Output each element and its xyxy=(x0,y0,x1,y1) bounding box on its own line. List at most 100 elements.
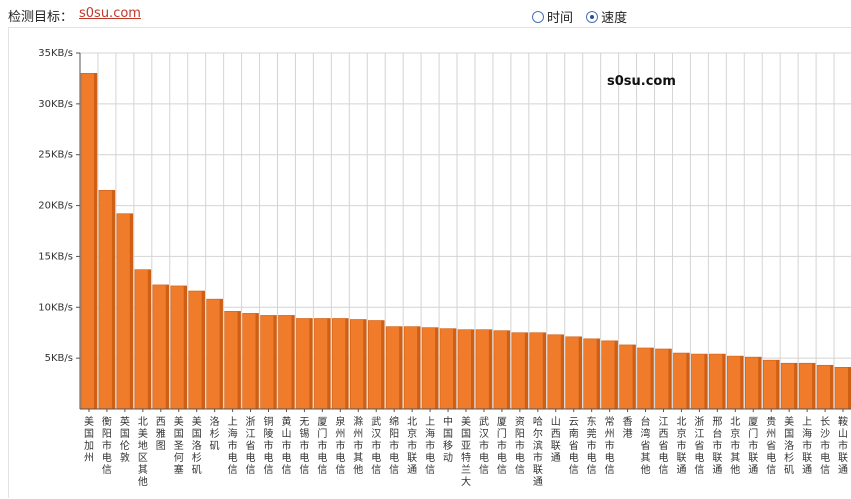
bar-shade xyxy=(327,318,331,409)
bar-shade xyxy=(524,332,528,409)
radio-speed-checked-icon[interactable] xyxy=(586,10,599,23)
x-tick-label: 无锡市电信 xyxy=(299,417,309,476)
bar-shade xyxy=(309,318,313,409)
x-tick-label: 山西联通 xyxy=(551,416,561,464)
radio-speed-label: 速度 xyxy=(601,11,628,26)
x-tick-label: 台湾省其他 xyxy=(641,415,651,476)
y-tick-label: 25KB/s xyxy=(38,150,73,161)
bar-shade xyxy=(542,332,546,409)
x-tick-label: 铜陵市电信 xyxy=(264,416,274,476)
x-tick-label: 香港 xyxy=(623,416,633,440)
bar-shade xyxy=(435,327,439,409)
bar-shade xyxy=(686,353,690,409)
radio-time[interactable]: 时间 xyxy=(532,7,573,26)
x-tick-label: 东莞市电信 xyxy=(587,415,597,476)
y-tick-label: 35KB/s xyxy=(38,48,73,59)
bar-shade xyxy=(345,318,349,409)
x-tick-label: 美国亚特兰大 xyxy=(461,415,471,488)
x-tick-label: 长沙市电信 xyxy=(820,416,830,476)
watermark-text: s0su.com xyxy=(607,74,676,89)
bar-shade xyxy=(183,285,187,409)
bar-shade xyxy=(704,354,708,409)
x-tick-label: 浙江省电信 xyxy=(246,416,256,476)
y-tick-label: 5KB/s xyxy=(45,353,73,364)
x-tick-label: 厦门市联通 xyxy=(748,416,758,476)
bar-shade xyxy=(201,291,205,409)
bar-shade xyxy=(273,315,277,409)
x-tick-label: 浙江省电信 xyxy=(694,416,704,476)
y-tick-label: 10KB/s xyxy=(38,302,73,313)
x-tick-label: 北京市联通 xyxy=(676,416,686,476)
bar-shade xyxy=(219,299,223,409)
x-tick-label: 贵州省电信 xyxy=(766,415,776,476)
bar-shade xyxy=(722,354,726,409)
bar-shade xyxy=(740,356,744,409)
x-tick-label: 北美地区其他 xyxy=(138,416,148,488)
x-tick-label: 黄山市电信 xyxy=(281,415,291,476)
x-tick-label: 上海市电信 xyxy=(228,416,238,476)
x-tick-label: 泉州市电信 xyxy=(335,415,345,476)
top-bar: 检测目标： s0su.com 时间 速度 xyxy=(0,0,851,28)
bar-shade xyxy=(255,313,259,409)
bar-shade xyxy=(470,329,474,409)
x-tick-label: 资阳市电信 xyxy=(515,416,525,476)
y-tick-label: 15KB/s xyxy=(38,251,73,262)
x-tick-label: 美国加州 xyxy=(84,415,94,464)
bar-shade xyxy=(129,213,133,409)
x-tick-label: 厦门市电信 xyxy=(317,416,327,476)
radio-speed[interactable]: 速度 xyxy=(586,7,627,26)
bar-shade xyxy=(650,347,654,409)
x-tick-label: 中国移动 xyxy=(443,415,453,464)
bar-shade xyxy=(794,363,798,409)
bar-shade xyxy=(291,315,295,409)
target-link[interactable]: s0su.com xyxy=(79,6,141,21)
target-label: 检测目标： xyxy=(8,10,74,25)
x-tick-label: 常州市电信 xyxy=(605,415,615,476)
y-tick-label: 20KB/s xyxy=(38,201,73,212)
grid-lines xyxy=(80,52,851,409)
bar-shade xyxy=(363,319,367,409)
x-tick-label: 洛杉矶 xyxy=(210,415,220,452)
x-tick-label: 邢台市联通 xyxy=(712,416,722,476)
bar-shade xyxy=(830,365,834,409)
bar-shade xyxy=(417,326,421,409)
radio-time-circle-icon[interactable] xyxy=(532,10,544,23)
bar-shade xyxy=(237,311,241,409)
bar-shade xyxy=(453,328,457,409)
bar-shade xyxy=(578,336,582,409)
bar-shade xyxy=(93,73,97,409)
x-tick-label: 美国洛杉矶 xyxy=(784,415,794,476)
x-tick-label: 西雅图 xyxy=(156,417,166,452)
bar-shade xyxy=(560,334,564,409)
bars xyxy=(80,73,851,410)
x-tick-label: 绵阳市电信 xyxy=(389,415,399,476)
bar-shade xyxy=(381,320,385,409)
x-tick-label: 云南省电信 xyxy=(569,417,579,476)
x-tick-label: 美国圣何塞 xyxy=(174,415,184,476)
chart-panel: 5KB/s 10KB/s 15KB/s 20KB/s 25KB/s 30KB/s 35KB/… xyxy=(8,27,851,498)
bar-shade xyxy=(165,284,169,409)
radio-time-label: 时间 xyxy=(547,11,574,26)
bar-shade xyxy=(812,363,816,409)
x-tick-label: 北京市其他 xyxy=(730,416,740,476)
bar-shade xyxy=(776,360,780,409)
bar-shade xyxy=(632,344,636,409)
bar-shade xyxy=(668,348,672,409)
bar-shade xyxy=(848,367,851,409)
x-tick-label: 美国洛杉矶 xyxy=(192,415,202,476)
x-tick-label: 英国伦敦 xyxy=(120,415,130,464)
x-tick-label: 武汉市电信 xyxy=(371,415,381,476)
x-tick-label: 鞍山市联通 xyxy=(838,415,848,476)
speed-bar-chart: 5KB/s 10KB/s 15KB/s 20KB/s 25KB/s 30KB/s 35KB/… xyxy=(38,48,851,488)
x-tick-label: 哈尔滨市联通 xyxy=(533,415,543,488)
x-tick-label: 滁州市其他 xyxy=(353,415,363,476)
x-tick-label: 上海市电信 xyxy=(425,416,435,476)
x-tick-label: 厦门市电信 xyxy=(497,416,507,476)
bar-shade xyxy=(111,190,115,409)
bar-shade xyxy=(758,357,762,409)
x-tick-label: 上海市联通 xyxy=(802,416,812,476)
bar-shade xyxy=(488,329,492,409)
x-tick-label: 衡阳市电信 xyxy=(102,416,112,476)
bar-shade xyxy=(399,326,403,409)
y-tick-label: 30KB/s xyxy=(38,99,73,110)
